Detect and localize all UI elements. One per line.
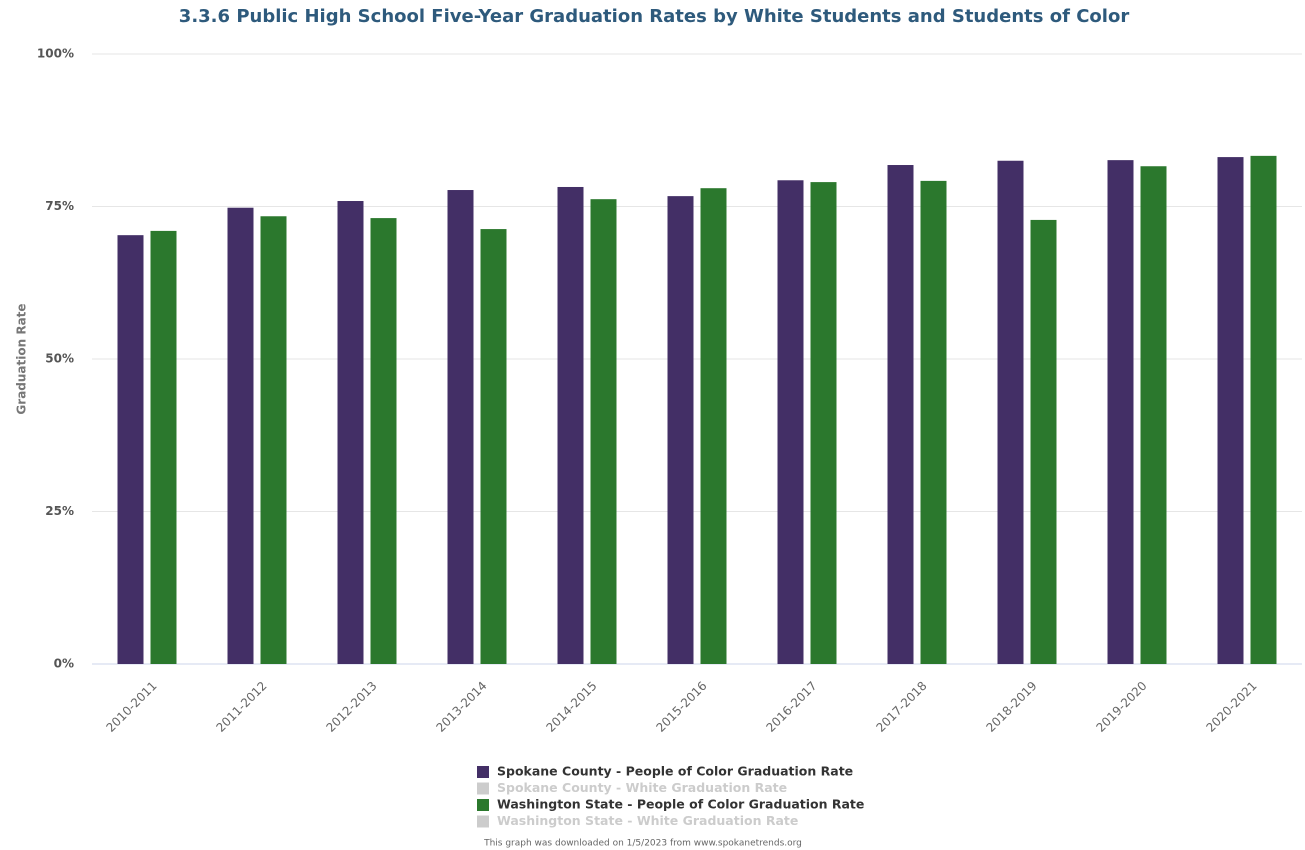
bar (590, 199, 617, 664)
x-tick-label: 2016-2017 (763, 679, 819, 735)
bar (1107, 160, 1134, 664)
chart-title: 3.3.6 Public High School Five-Year Gradu… (179, 6, 1130, 27)
bar (887, 165, 914, 664)
bar (447, 190, 474, 664)
x-tick-label: 2018-2019 (983, 679, 1039, 735)
x-tick-label: 2013-2014 (433, 679, 489, 735)
bar (557, 186, 584, 665)
bar (1140, 166, 1167, 665)
x-tick-label: 2010-2011 (103, 679, 159, 735)
x-tick-label: 2017-2018 (873, 679, 929, 735)
bar (777, 180, 804, 664)
x-tick-label: 2015-2016 (653, 679, 709, 735)
x-tick-label: 2014-2015 (543, 679, 599, 735)
credit: This graph was downloaded on 1/5/2023 fr… (483, 839, 802, 849)
y-tick-label: 25% (45, 504, 74, 518)
bar (370, 218, 397, 664)
bar (117, 235, 144, 665)
legend-swatch (477, 766, 489, 778)
bar (667, 196, 694, 664)
x-tick-label: 2019-2020 (1093, 679, 1149, 735)
y-axis-label: Graduation Rate (15, 303, 29, 414)
legend-label[interactable]: Spokane County - People of Color Graduat… (497, 764, 853, 779)
bar (150, 230, 177, 664)
bar (1250, 155, 1277, 664)
bar (920, 180, 947, 664)
bar (260, 216, 287, 664)
x-tick-label: 2012-2013 (323, 679, 379, 735)
bar (997, 160, 1024, 664)
bar (480, 229, 507, 664)
bar (1030, 219, 1057, 665)
bar (1217, 157, 1244, 664)
legend-swatch (477, 815, 489, 828)
bar (700, 188, 727, 664)
y-tick-label: 100% (37, 47, 74, 61)
y-tick-label: 0% (54, 657, 74, 671)
bar (337, 201, 364, 664)
bar (810, 182, 837, 664)
y-tick-label: 75% (45, 199, 74, 213)
y-tick-label: 50% (45, 352, 74, 366)
legend-label[interactable]: Washington State - People of Color Gradu… (497, 797, 864, 812)
legend-label[interactable]: Washington State - White Graduation Rate (497, 813, 798, 828)
legend-label[interactable]: Spokane County - White Graduation Rate (497, 780, 787, 795)
x-tick-label: 2011-2012 (213, 679, 269, 735)
bar (227, 207, 254, 664)
legend-swatch (477, 782, 489, 795)
legend-swatch (477, 799, 489, 811)
x-tick-label: 2020-2021 (1203, 679, 1259, 735)
